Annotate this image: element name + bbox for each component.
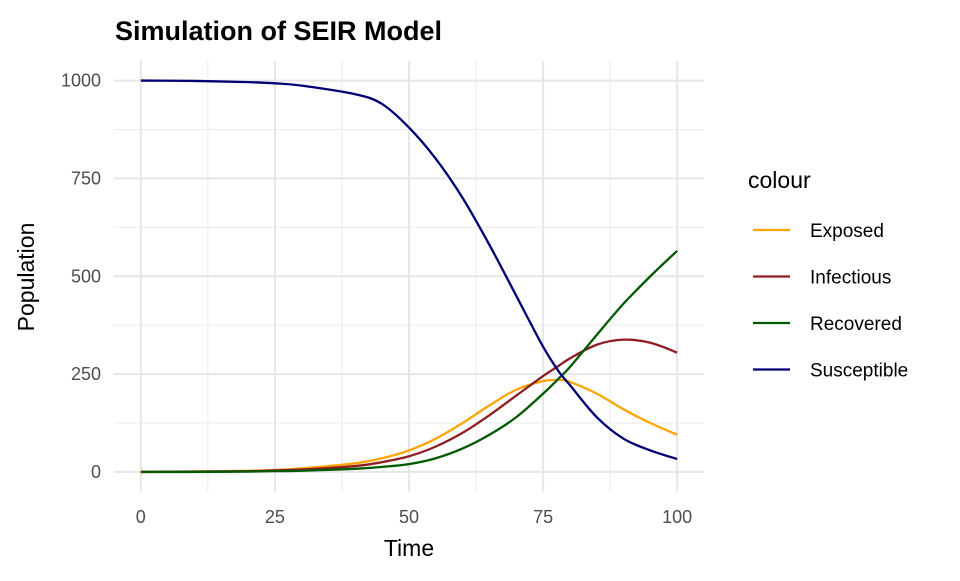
y-tick-label: 750 bbox=[71, 168, 101, 188]
x-tick-label: 75 bbox=[533, 507, 553, 527]
x-axis-title: Time bbox=[384, 535, 434, 561]
series-line-recovered bbox=[140, 249, 678, 474]
legend-label-exposed: Exposed bbox=[810, 221, 884, 242]
series-line-susceptible bbox=[140, 79, 678, 461]
legend-label-infectious: Infectious bbox=[810, 268, 891, 289]
y-tick-label: 1000 bbox=[61, 71, 101, 91]
x-tick-label: 25 bbox=[265, 507, 285, 527]
y-axis-title: Population bbox=[13, 223, 39, 332]
chart-title: Simulation of SEIR Model bbox=[115, 16, 442, 46]
legend-title: colour bbox=[748, 167, 811, 193]
series-lines bbox=[140, 79, 678, 474]
y-tick-label: 250 bbox=[71, 364, 101, 384]
legend-label-recovered: Recovered bbox=[810, 314, 902, 335]
x-tick-label: 50 bbox=[399, 507, 419, 527]
y-tick-label: 500 bbox=[71, 266, 101, 286]
legend-label-susceptible: Susceptible bbox=[810, 361, 908, 382]
x-tick-label: 0 bbox=[136, 507, 146, 527]
grid bbox=[114, 61, 704, 492]
y-tick-label: 0 bbox=[91, 462, 101, 482]
x-tick-label: 100 bbox=[662, 507, 692, 527]
legend: Exposed Infectious Recovered Susceptible bbox=[753, 221, 908, 382]
